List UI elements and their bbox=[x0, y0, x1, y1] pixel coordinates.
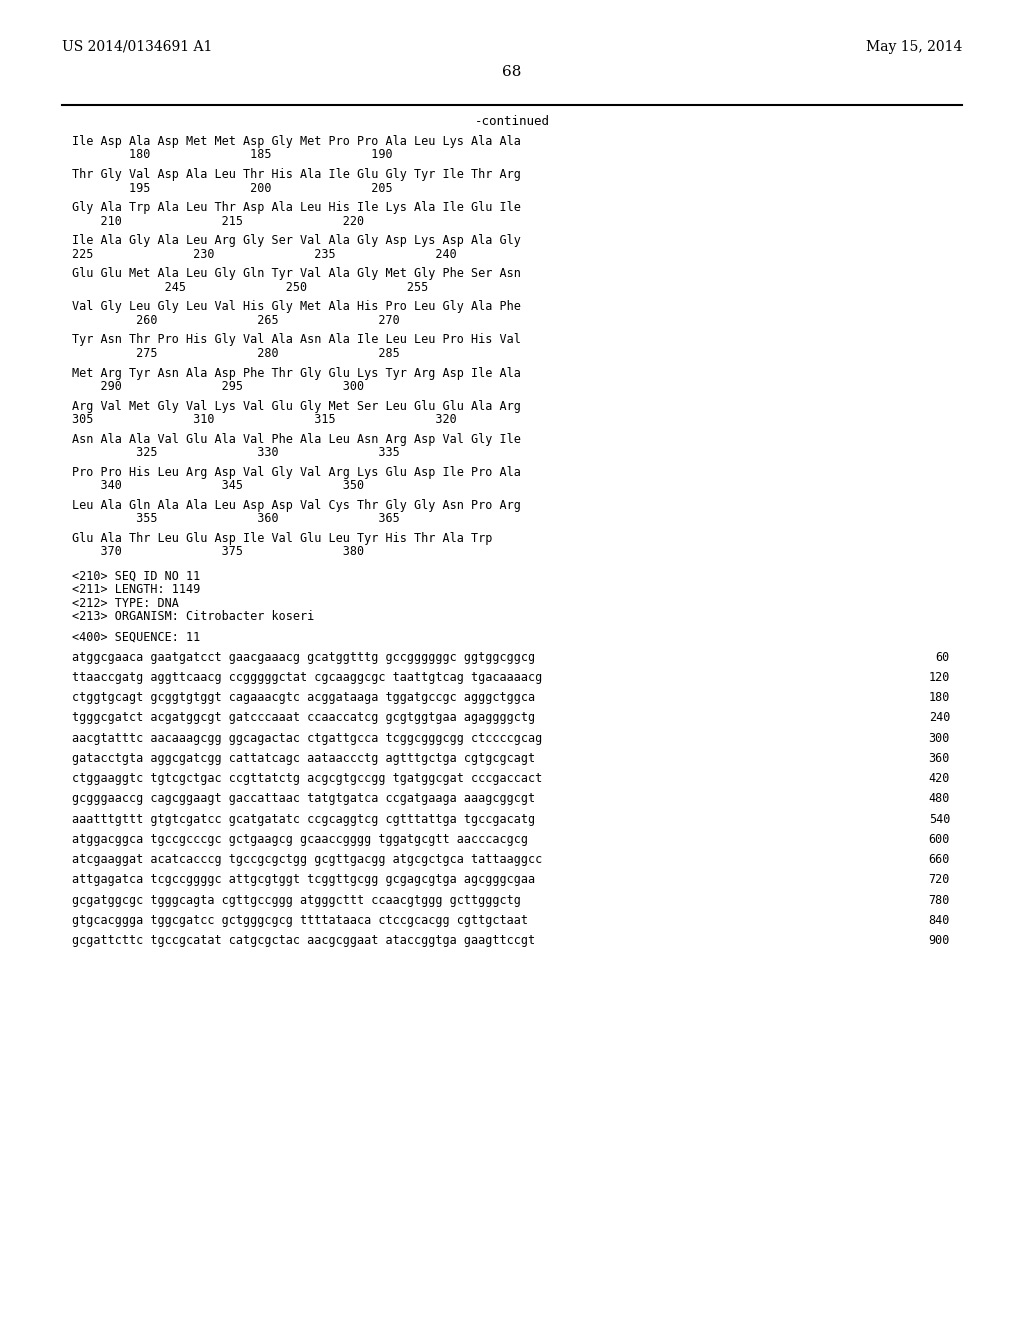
Text: <400> SEQUENCE: 11: <400> SEQUENCE: 11 bbox=[72, 631, 201, 643]
Text: 120: 120 bbox=[929, 671, 950, 684]
Text: Arg Val Met Gly Val Lys Val Glu Gly Met Ser Leu Glu Glu Ala Arg: Arg Val Met Gly Val Lys Val Glu Gly Met … bbox=[72, 400, 521, 413]
Text: 325              330              335: 325 330 335 bbox=[72, 446, 399, 459]
Text: 210              215              220: 210 215 220 bbox=[72, 215, 365, 227]
Text: Met Arg Tyr Asn Ala Asp Phe Thr Gly Glu Lys Tyr Arg Asp Ile Ala: Met Arg Tyr Asn Ala Asp Phe Thr Gly Glu … bbox=[72, 367, 521, 380]
Text: ctggaaggtc tgtcgctgac ccgttatctg acgcgtgccgg tgatggcgat cccgaccact: ctggaaggtc tgtcgctgac ccgttatctg acgcgtg… bbox=[72, 772, 543, 785]
Text: 660: 660 bbox=[929, 853, 950, 866]
Text: 840: 840 bbox=[929, 913, 950, 927]
Text: gcgattcttc tgccgcatat catgcgctac aacgcggaat ataccggtga gaagttccgt: gcgattcttc tgccgcatat catgcgctac aacgcgg… bbox=[72, 935, 536, 948]
Text: atggcgaaca gaatgatcct gaacgaaacg gcatggtttg gccggggggc ggtggcggcg: atggcgaaca gaatgatcct gaacgaaacg gcatggt… bbox=[72, 651, 536, 664]
Text: atggacggca tgccgcccgc gctgaagcg gcaaccgggg tggatgcgtt aacccacgcg: atggacggca tgccgcccgc gctgaagcg gcaaccgg… bbox=[72, 833, 528, 846]
Text: Asn Ala Ala Val Glu Ala Val Phe Ala Leu Asn Arg Asp Val Gly Ile: Asn Ala Ala Val Glu Ala Val Phe Ala Leu … bbox=[72, 433, 521, 446]
Text: Pro Pro His Leu Arg Asp Val Gly Val Arg Lys Glu Asp Ile Pro Ala: Pro Pro His Leu Arg Asp Val Gly Val Arg … bbox=[72, 466, 521, 479]
Text: 180              185              190: 180 185 190 bbox=[72, 149, 392, 161]
Text: 60: 60 bbox=[936, 651, 950, 664]
Text: 225              230              235              240: 225 230 235 240 bbox=[72, 248, 457, 261]
Text: 260              265              270: 260 265 270 bbox=[72, 314, 399, 327]
Text: ttaaccgatg aggttcaacg ccgggggctat cgcaaggcgc taattgtcag tgacaaaacg: ttaaccgatg aggttcaacg ccgggggctat cgcaag… bbox=[72, 671, 543, 684]
Text: 355              360              365: 355 360 365 bbox=[72, 512, 399, 525]
Text: tgggcgatct acgatggcgt gatcccaaat ccaaccatcg gcgtggtgaa agaggggctg: tgggcgatct acgatggcgt gatcccaaat ccaacca… bbox=[72, 711, 536, 725]
Text: 195              200              205: 195 200 205 bbox=[72, 182, 392, 194]
Text: Ile Asp Ala Asp Met Met Asp Gly Met Pro Pro Ala Leu Lys Ala Ala: Ile Asp Ala Asp Met Met Asp Gly Met Pro … bbox=[72, 135, 521, 148]
Text: 300: 300 bbox=[929, 731, 950, 744]
Text: 900: 900 bbox=[929, 935, 950, 948]
Text: 290              295              300: 290 295 300 bbox=[72, 380, 365, 393]
Text: <212> TYPE: DNA: <212> TYPE: DNA bbox=[72, 597, 179, 610]
Text: attgagatca tcgccggggc attgcgtggt tcggttgcgg gcgagcgtga agcgggcgaa: attgagatca tcgccggggc attgcgtggt tcggttg… bbox=[72, 874, 536, 887]
Text: <211> LENGTH: 1149: <211> LENGTH: 1149 bbox=[72, 583, 201, 597]
Text: 275              280              285: 275 280 285 bbox=[72, 347, 399, 360]
Text: aaatttgttt gtgtcgatcc gcatgatatc ccgcaggtcg cgtttattga tgccgacatg: aaatttgttt gtgtcgatcc gcatgatatc ccgcagg… bbox=[72, 813, 536, 826]
Text: 340              345              350: 340 345 350 bbox=[72, 479, 365, 492]
Text: -continued: -continued bbox=[474, 115, 550, 128]
Text: Glu Glu Met Ala Leu Gly Gln Tyr Val Ala Gly Met Gly Phe Ser Asn: Glu Glu Met Ala Leu Gly Gln Tyr Val Ala … bbox=[72, 268, 521, 280]
Text: US 2014/0134691 A1: US 2014/0134691 A1 bbox=[62, 40, 212, 54]
Text: 245              250              255: 245 250 255 bbox=[72, 281, 428, 294]
Text: 305              310              315              320: 305 310 315 320 bbox=[72, 413, 457, 426]
Text: 600: 600 bbox=[929, 833, 950, 846]
Text: <213> ORGANISM: Citrobacter koseri: <213> ORGANISM: Citrobacter koseri bbox=[72, 610, 314, 623]
Text: Glu Ala Thr Leu Glu Asp Ile Val Glu Leu Tyr His Thr Ala Trp: Glu Ala Thr Leu Glu Asp Ile Val Glu Leu … bbox=[72, 532, 493, 545]
Text: aacgtatttc aacaaagcgg ggcagactac ctgattgcca tcggcgggcgg ctccccgcag: aacgtatttc aacaaagcgg ggcagactac ctgattg… bbox=[72, 731, 543, 744]
Text: gcgatggcgc tgggcagta cgttgccggg atgggcttt ccaacgtggg gcttgggctg: gcgatggcgc tgggcagta cgttgccggg atgggctt… bbox=[72, 894, 521, 907]
Text: Thr Gly Val Asp Ala Leu Thr His Ala Ile Glu Gly Tyr Ile Thr Arg: Thr Gly Val Asp Ala Leu Thr His Ala Ile … bbox=[72, 168, 521, 181]
Text: Val Gly Leu Gly Leu Val His Gly Met Ala His Pro Leu Gly Ala Phe: Val Gly Leu Gly Leu Val His Gly Met Ala … bbox=[72, 301, 521, 313]
Text: Gly Ala Trp Ala Leu Thr Asp Ala Leu His Ile Lys Ala Ile Glu Ile: Gly Ala Trp Ala Leu Thr Asp Ala Leu His … bbox=[72, 201, 521, 214]
Text: gatacctgta aggcgatcgg cattatcagc aataaccctg agtttgctga cgtgcgcagt: gatacctgta aggcgatcgg cattatcagc aataacc… bbox=[72, 752, 536, 766]
Text: ctggtgcagt gcggtgtggt cagaaacgtc acggataaga tggatgccgc agggctggca: ctggtgcagt gcggtgtggt cagaaacgtc acggata… bbox=[72, 692, 536, 704]
Text: 540: 540 bbox=[929, 813, 950, 826]
Text: gcgggaaccg cagcggaagt gaccattaac tatgtgatca ccgatgaaga aaagcggcgt: gcgggaaccg cagcggaagt gaccattaac tatgtga… bbox=[72, 792, 536, 805]
Text: Tyr Asn Thr Pro His Gly Val Ala Asn Ala Ile Leu Leu Pro His Val: Tyr Asn Thr Pro His Gly Val Ala Asn Ala … bbox=[72, 334, 521, 346]
Text: 360: 360 bbox=[929, 752, 950, 766]
Text: gtgcacggga tggcgatcc gctgggcgcg ttttataaca ctccgcacgg cgttgctaat: gtgcacggga tggcgatcc gctgggcgcg ttttataa… bbox=[72, 913, 528, 927]
Text: 720: 720 bbox=[929, 874, 950, 887]
Text: 68: 68 bbox=[503, 65, 521, 79]
Text: 480: 480 bbox=[929, 792, 950, 805]
Text: 180: 180 bbox=[929, 692, 950, 704]
Text: <210> SEQ ID NO 11: <210> SEQ ID NO 11 bbox=[72, 570, 201, 582]
Text: atcgaaggat acatcacccg tgccgcgctgg gcgttgacgg atgcgctgca tattaaggcc: atcgaaggat acatcacccg tgccgcgctgg gcgttg… bbox=[72, 853, 543, 866]
Text: 240: 240 bbox=[929, 711, 950, 725]
Text: 370              375              380: 370 375 380 bbox=[72, 545, 365, 558]
Text: 780: 780 bbox=[929, 894, 950, 907]
Text: May 15, 2014: May 15, 2014 bbox=[865, 40, 962, 54]
Text: 420: 420 bbox=[929, 772, 950, 785]
Text: Ile Ala Gly Ala Leu Arg Gly Ser Val Ala Gly Asp Lys Asp Ala Gly: Ile Ala Gly Ala Leu Arg Gly Ser Val Ala … bbox=[72, 234, 521, 247]
Text: Leu Ala Gln Ala Ala Leu Asp Asp Val Cys Thr Gly Gly Asn Pro Arg: Leu Ala Gln Ala Ala Leu Asp Asp Val Cys … bbox=[72, 499, 521, 512]
